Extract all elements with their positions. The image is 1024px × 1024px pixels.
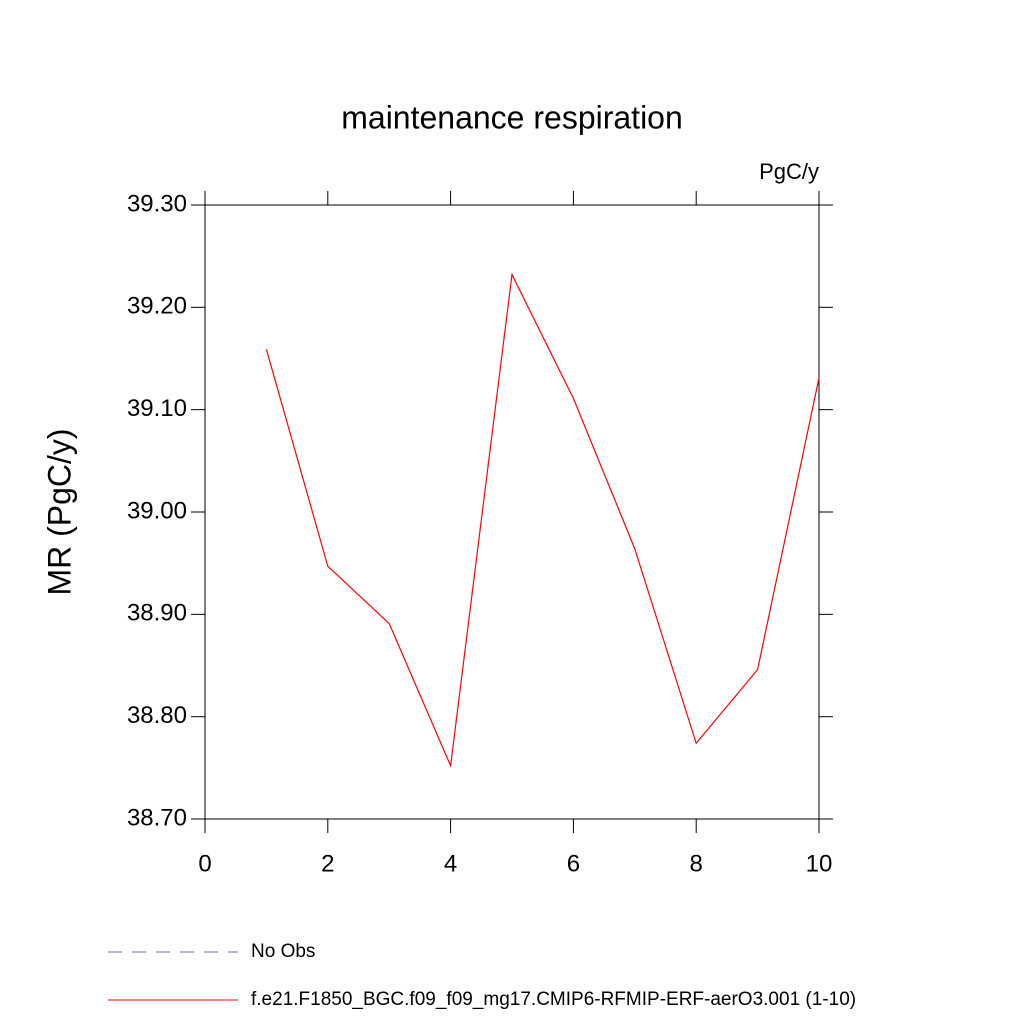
y-tick-label: 38.70 bbox=[127, 804, 187, 831]
y-tick-label: 38.80 bbox=[127, 702, 187, 729]
y-tick-label: 38.90 bbox=[127, 600, 187, 627]
x-tick-label: 0 bbox=[198, 850, 211, 877]
plot-frame bbox=[204, 204, 820, 820]
x-tick-label: 4 bbox=[444, 850, 457, 877]
x-tick-label: 8 bbox=[690, 850, 703, 877]
x-tick-label: 6 bbox=[567, 850, 580, 877]
x-tick-label: 2 bbox=[321, 850, 334, 877]
x-tick-label: 10 bbox=[806, 850, 833, 877]
chart-title: maintenance respiration bbox=[341, 99, 683, 135]
y-tick-label: 39.10 bbox=[127, 395, 187, 422]
y-tick-label: 39.00 bbox=[127, 497, 187, 524]
y-tick-label: 39.20 bbox=[127, 293, 187, 320]
data-line bbox=[265, 272, 820, 769]
units-label: PgC/y bbox=[759, 159, 819, 184]
y-tick-label: 39.30 bbox=[127, 190, 187, 217]
legend-label: f.e21.F1850_BGC.f09_f09_mg17.CMIP6-RFMIP… bbox=[251, 989, 856, 1010]
legend-label: No Obs bbox=[251, 941, 315, 962]
y-axis-label: MR (PgC/y) bbox=[41, 428, 77, 595]
